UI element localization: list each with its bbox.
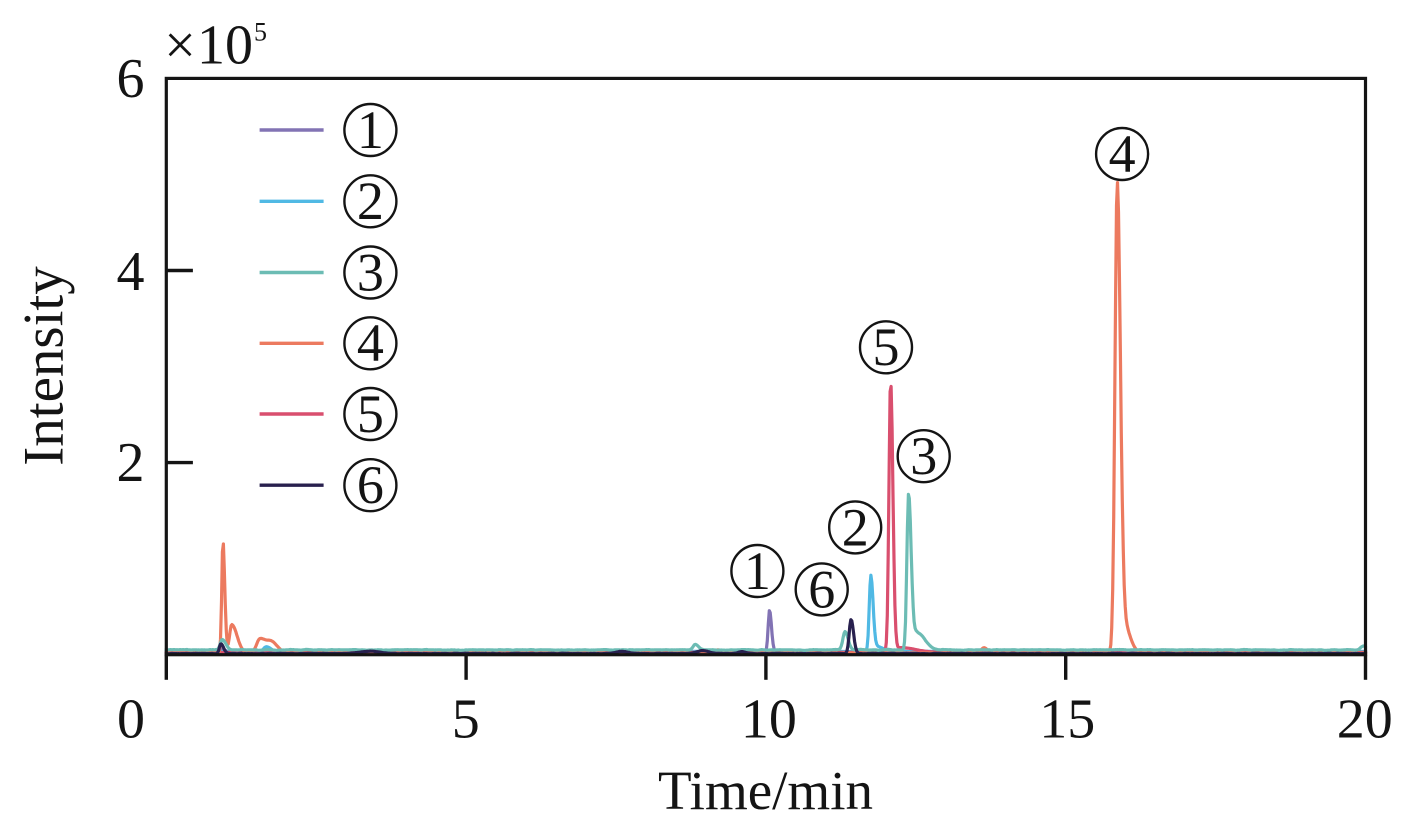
svg-text:5: 5 — [873, 317, 900, 377]
svg-text:2: 2 — [357, 171, 384, 231]
svg-text:6: 6 — [117, 48, 145, 110]
svg-text:4: 4 — [357, 313, 384, 373]
svg-text:1: 1 — [744, 541, 771, 601]
svg-text:0: 0 — [117, 689, 145, 751]
svg-text:5: 5 — [357, 384, 384, 444]
svg-text:10: 10 — [197, 14, 253, 76]
svg-text:4: 4 — [117, 241, 145, 303]
svg-text:3: 3 — [910, 426, 937, 486]
svg-text:Intensity: Intensity — [13, 266, 76, 466]
svg-text:2: 2 — [842, 497, 869, 557]
svg-text:4: 4 — [1109, 124, 1136, 184]
svg-text:1: 1 — [357, 100, 384, 160]
svg-text:5: 5 — [254, 18, 267, 47]
svg-text:15: 15 — [1039, 689, 1095, 751]
svg-text:3: 3 — [357, 242, 384, 302]
svg-text:×: × — [164, 14, 196, 76]
svg-text:10: 10 — [741, 689, 797, 751]
svg-text:6: 6 — [357, 455, 384, 515]
svg-text:5: 5 — [452, 689, 480, 751]
svg-text:Time/min: Time/min — [658, 760, 873, 821]
svg-text:6: 6 — [808, 559, 835, 619]
svg-text:20: 20 — [1337, 689, 1393, 751]
svg-text:2: 2 — [117, 432, 145, 494]
